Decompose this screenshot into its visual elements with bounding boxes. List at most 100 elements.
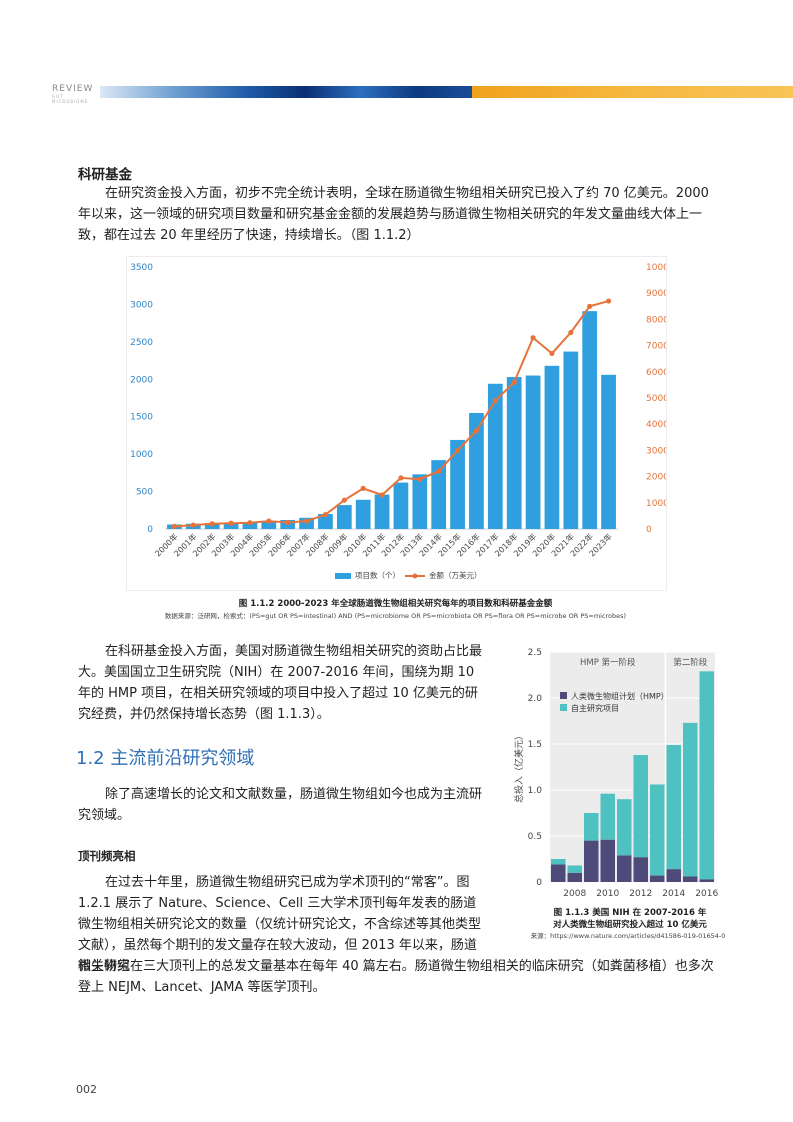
y-right-tick-label: 50000 bbox=[646, 394, 666, 404]
bar-project-count bbox=[355, 499, 371, 529]
point-funding bbox=[417, 476, 423, 482]
point-funding bbox=[266, 518, 272, 524]
y-left-tick-label: 3500 bbox=[130, 263, 153, 273]
legend-swatch-bars bbox=[335, 573, 351, 579]
figure-caption-line2: 对人类微生物组研究投入超过 10 亿美元 bbox=[553, 920, 707, 930]
y-right-tick-label: 40000 bbox=[646, 420, 666, 430]
point-funding bbox=[322, 511, 329, 518]
bar-hmp bbox=[633, 857, 649, 882]
banner-orange-bar bbox=[472, 86, 793, 98]
y-tick-label: 0 bbox=[536, 878, 542, 888]
legend-swatch-own bbox=[560, 704, 567, 711]
point-funding bbox=[209, 521, 215, 527]
bar-hmp bbox=[550, 864, 566, 882]
y-tick-label: 2.0 bbox=[528, 694, 543, 704]
review-sublabel: GUT MICROBIOME bbox=[52, 94, 89, 104]
bar-project-count bbox=[469, 412, 484, 529]
point-funding bbox=[285, 519, 291, 526]
x-tick-label: 2012 bbox=[629, 889, 652, 899]
point-funding bbox=[568, 329, 574, 336]
y-right-tick-label: 70000 bbox=[646, 342, 666, 352]
bar-hmp bbox=[682, 876, 698, 882]
chart-nih-investment: 0 0.5 1.0 1.5 2.0 2.5 HMP 第一阶段 第二阶段 2008 2010 2012… bbox=[513, 648, 718, 899]
bar-project-count bbox=[336, 505, 352, 529]
bar-hmp bbox=[666, 869, 682, 882]
bar-project-count bbox=[506, 377, 522, 529]
point-funding bbox=[247, 520, 253, 526]
bar-own-research bbox=[567, 865, 583, 873]
bar-project-count bbox=[374, 494, 390, 529]
paragraph-journals: 在过去十年里，肠道微生物组研究已成为学术顶刊的“常客”。图 1.2.1 展示了 … bbox=[78, 875, 482, 974]
point-funding bbox=[549, 350, 555, 357]
point-funding bbox=[605, 298, 612, 304]
figure-nih-investment: 0 0.5 1.0 1.5 2.0 2.5 HMP 第一阶段 第二阶段 2008 2010 2012… bbox=[510, 644, 750, 906]
banner-blue-image bbox=[100, 86, 472, 98]
y-right-tick-label: 10000 bbox=[646, 499, 666, 509]
review-label: REVIEW bbox=[52, 84, 94, 94]
subsection-heading: 顶刊频亮相 bbox=[78, 849, 136, 863]
bar-own-research bbox=[583, 813, 599, 841]
bar-own-research bbox=[699, 671, 715, 880]
line-funding bbox=[174, 300, 609, 528]
y-left-tick-label: 1000 bbox=[130, 450, 153, 460]
bar-own-research bbox=[633, 755, 649, 858]
banner-left: REVIEW GUT MICROBIOME bbox=[0, 84, 100, 104]
point-funding bbox=[454, 447, 461, 453]
y-left-tick-label: 1500 bbox=[130, 413, 153, 423]
chart-projects-funding: 0 500 1000 1500 2000 2500 3000 3500 0 10000 20000 3… bbox=[130, 263, 681, 580]
x-tick-label: 2016 bbox=[695, 889, 718, 899]
point-funding bbox=[171, 523, 178, 529]
bar-own-research bbox=[682, 722, 698, 877]
bar-project-count bbox=[601, 374, 616, 529]
figure-projects-funding: 0 500 1000 1500 2000 2500 3000 3500 0 10000 20000 3… bbox=[126, 256, 681, 591]
bar-hmp bbox=[567, 872, 583, 882]
y-left-tick-label: 500 bbox=[136, 488, 153, 498]
paragraph-nih: 在科研基金投入方面，美国对肠道微生物组相关研究的资助占比最大。美国国立卫生研究院… bbox=[78, 644, 483, 722]
point-funding bbox=[379, 492, 385, 498]
point-funding bbox=[228, 520, 234, 526]
point-funding bbox=[303, 518, 310, 524]
bar-own-research bbox=[616, 799, 632, 856]
bar-hmp bbox=[600, 839, 616, 882]
legend-label-own: 自主研究项目 bbox=[571, 703, 619, 713]
point-funding bbox=[492, 398, 498, 404]
y-right-tick-label: 60000 bbox=[646, 368, 666, 378]
y-axis-label: 总投入（亿美元） bbox=[513, 731, 525, 803]
phase-label-2: 第二阶段 bbox=[673, 657, 708, 668]
legend-swatch-hmp bbox=[560, 692, 567, 699]
y-left-tick-label: 3000 bbox=[130, 300, 153, 310]
bar-project-count bbox=[393, 482, 409, 529]
phase-label-1: HMP 第一阶段 bbox=[580, 657, 636, 668]
point-funding bbox=[530, 335, 536, 341]
section-title: 科研基金 bbox=[78, 167, 132, 183]
bar-own-research bbox=[649, 784, 665, 876]
y-right-tick-label: 80000 bbox=[646, 315, 666, 325]
y-tick-label: 0.5 bbox=[528, 832, 542, 842]
legend-label-hmp: 人类微生物组计划（HMP） bbox=[571, 691, 669, 701]
y-tick-label: 2.5 bbox=[528, 648, 542, 658]
x-tick-label: 2014 bbox=[662, 889, 685, 899]
point-funding bbox=[190, 522, 196, 528]
point-funding bbox=[436, 468, 442, 474]
x-tick-label: 2010 bbox=[596, 889, 619, 899]
y-left-tick-label: 0 bbox=[147, 525, 153, 535]
bar-project-count bbox=[525, 375, 541, 529]
bar-hmp bbox=[699, 879, 715, 882]
legend-label-line: 金额（万美元） bbox=[429, 570, 482, 580]
bar-own-research bbox=[600, 793, 616, 840]
bar-project-count bbox=[242, 522, 258, 529]
point-funding bbox=[511, 379, 517, 385]
figure-caption-line1: 图 1.1.3 美国 NIH 在 2007-2016 年 bbox=[553, 908, 707, 918]
bar-hmp bbox=[616, 855, 632, 882]
y-right-tick-label: 30000 bbox=[646, 446, 666, 456]
y-right-tick-label: 0 bbox=[646, 525, 652, 535]
bar-own-research bbox=[550, 859, 566, 865]
header-banner: REVIEW GUT MICROBIOME bbox=[0, 84, 793, 104]
figure-caption: 图 1.1.2 2000-2023 年全球肠道微生物组相关研究每年的项目数和科研… bbox=[238, 599, 553, 609]
bar-hmp bbox=[649, 875, 665, 882]
bar-project-count bbox=[412, 474, 428, 529]
legend-label-bars: 项目数（个） bbox=[355, 570, 400, 580]
y-left-tick-label: 2000 bbox=[130, 375, 153, 385]
figure-source: 数据来源：泛研网，检索式：(PS=gut OR PS=intestinal) A… bbox=[164, 612, 627, 620]
bar-project-count bbox=[431, 460, 447, 529]
